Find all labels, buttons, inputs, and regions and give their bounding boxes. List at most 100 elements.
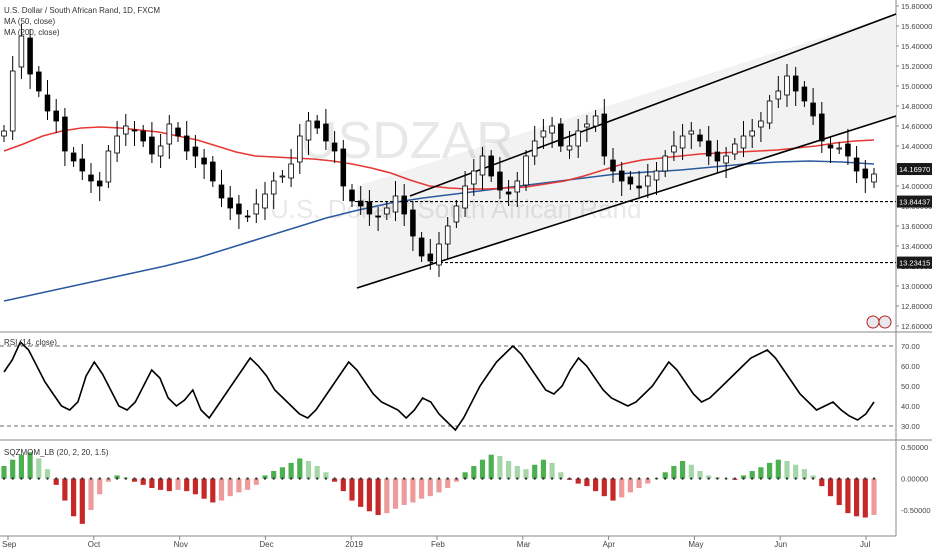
sqz-bar	[680, 460, 686, 479]
sqz-dot	[46, 477, 49, 480]
candle-body	[340, 148, 347, 187]
price-tick-label: 15.60000	[901, 22, 932, 31]
sqz-bar	[836, 478, 842, 505]
price-tick-label: 15.80000	[901, 2, 932, 11]
sqz-dot	[385, 477, 388, 480]
price-tick-label: 15.00000	[901, 82, 932, 91]
sqz-dot	[55, 477, 58, 480]
sqz-dot	[481, 477, 484, 480]
candle-body	[679, 135, 686, 149]
ma50-series	[3, 126, 875, 190]
sqz-bar	[767, 462, 773, 479]
sqz-bar	[253, 478, 259, 485]
price-marker-box	[897, 256, 932, 269]
candle-body	[479, 155, 486, 176]
symbol-title[interactable]: U.S. Dollar / South African Rand, 1D, FX…	[4, 6, 160, 15]
sqz-bar	[158, 478, 164, 490]
candle-body	[114, 135, 120, 154]
sqz-dot	[368, 477, 371, 480]
sqz-bar	[105, 478, 111, 482]
sqz-bar	[758, 467, 764, 479]
flag-badge[interactable]	[866, 315, 892, 329]
sqz-dot	[20, 477, 23, 480]
sqz-bar	[349, 478, 355, 501]
flag-icon-2[interactable]	[878, 315, 892, 329]
flag-icon[interactable]	[866, 315, 880, 329]
sqz-bar	[645, 478, 651, 484]
ma50-legend[interactable]: MA (50, close)	[4, 17, 55, 26]
sqz-dot	[72, 477, 75, 480]
candle-body	[270, 180, 277, 195]
rsi-axis: 70.00 60.00 50.00 40.00 30.00	[901, 342, 920, 431]
sqz-bar	[1, 466, 7, 479]
sqz-bar	[288, 462, 294, 479]
candle-body	[531, 140, 538, 157]
candle-body	[845, 143, 851, 157]
sqz-dot	[542, 477, 545, 480]
sqz-bar	[114, 475, 120, 479]
candle-body	[784, 75, 790, 96]
candle-body	[218, 184, 225, 199]
sqz-bar	[245, 478, 251, 490]
candle-body	[79, 158, 86, 172]
candle-body	[305, 120, 312, 141]
sqz-dot	[429, 477, 432, 480]
candle-body	[836, 147, 842, 150]
sqz-bar	[862, 478, 868, 518]
ma200-legend[interactable]: MA (200, close)	[4, 28, 60, 37]
time-tick-label: Oct	[88, 540, 101, 549]
sqz-dot	[846, 477, 850, 480]
sqz-bar	[210, 478, 216, 503]
candle-body	[253, 203, 260, 215]
sqz-bar	[436, 478, 442, 493]
candle-body	[227, 197, 233, 209]
sqz-bar	[671, 466, 677, 479]
sqz-dot	[115, 477, 119, 480]
sqz-bar	[340, 478, 346, 492]
sqz-bar	[131, 478, 138, 482]
candle-body	[558, 123, 564, 147]
candlestick-series	[1, 24, 877, 277]
candle-body	[62, 116, 68, 152]
time-tick-label: 2019	[345, 540, 363, 549]
time-tick-label: Feb	[431, 540, 445, 549]
sqz-bar	[305, 460, 312, 479]
sqz-dot	[716, 477, 719, 480]
candle-body	[645, 175, 651, 187]
candle-body	[123, 125, 129, 135]
candle-body	[740, 135, 747, 149]
sqz-bar	[854, 478, 860, 517]
sqz-bar	[323, 472, 329, 479]
rsi-line[interactable]	[3, 340, 875, 432]
sqz-bar	[97, 478, 103, 495]
sqz-bar	[236, 478, 242, 493]
candle-body	[471, 170, 477, 185]
candle-body	[792, 75, 799, 92]
candle-body	[331, 142, 338, 152]
sqz-dot	[777, 477, 780, 480]
sqz-dot	[124, 477, 128, 480]
price-marker-label: 14.16970	[899, 165, 930, 174]
sqz-legend[interactable]: SQZMOM_LB (20, 2, 20, 1.5)	[4, 448, 109, 457]
sqz-dot	[872, 477, 876, 480]
candle-body	[192, 146, 199, 157]
sqz-dot	[333, 477, 336, 480]
ma200-line[interactable]	[3, 160, 875, 302]
sqz-dot	[289, 477, 293, 480]
candle-body	[149, 136, 155, 155]
ma50-line[interactable]	[3, 126, 875, 190]
rsi-legend[interactable]: RSI (14, close)	[4, 338, 57, 347]
time-tick-label: May	[688, 540, 703, 549]
sqz-dot	[63, 477, 67, 480]
price-tick-label: 15.40000	[901, 42, 932, 51]
price-tick-label: 14.40000	[901, 142, 932, 151]
candle-body	[323, 123, 329, 142]
sqz-bar	[601, 478, 607, 497]
sqz-bar	[297, 458, 303, 479]
sqz-dot	[255, 477, 258, 480]
sqz-bar	[10, 459, 16, 479]
time-tick-label: Jun	[774, 540, 787, 549]
candle-body	[618, 170, 625, 182]
watermark-ticker: USDZAR	[300, 112, 514, 170]
sqz-dot	[751, 477, 754, 480]
